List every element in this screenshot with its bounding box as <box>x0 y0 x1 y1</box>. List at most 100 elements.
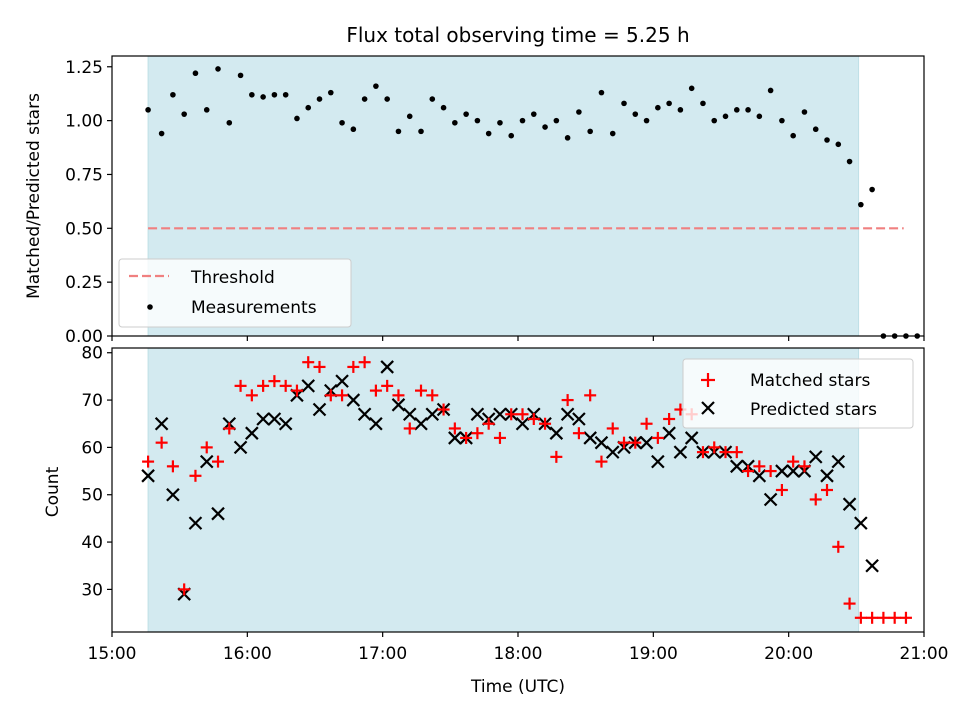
matched-stars-point <box>223 422 236 435</box>
predicted-stars-point <box>820 469 834 483</box>
matched-stars-point <box>606 422 619 435</box>
predicted-stars-point <box>154 416 169 431</box>
predicted-stars-point <box>414 416 428 431</box>
measurement-point <box>767 87 774 94</box>
measurement-point <box>271 91 278 98</box>
predicted-stars-point <box>854 516 868 530</box>
matched-stars-point <box>651 431 664 444</box>
predicted-stars-point <box>278 416 293 431</box>
x-tick-label: 17:00 <box>358 644 407 664</box>
measurement-point <box>361 96 368 102</box>
matched-stars-point <box>787 455 800 468</box>
matched-stars-point <box>369 384 382 397</box>
measurement-point <box>282 91 289 98</box>
predicted-stars-point <box>267 412 282 426</box>
matched-stars-point <box>200 441 213 454</box>
matched-stars-point <box>482 417 495 430</box>
y-tick-label: 70 <box>81 391 103 411</box>
matched-stars-point <box>426 389 439 402</box>
matched-stars-point <box>742 465 755 478</box>
predicted-stars-point <box>549 426 564 440</box>
y-tick-label: 60 <box>81 438 103 458</box>
predicted-stars-point <box>380 360 394 374</box>
predicted-stars-point <box>199 454 214 469</box>
matched-stars-point <box>809 493 822 506</box>
measurement-point <box>215 66 221 72</box>
ratio-panel: Flux total observing time = 5.25 h 0.000… <box>24 23 925 347</box>
measurement-point <box>722 113 729 120</box>
predicted-stars-point <box>842 497 857 511</box>
measurement-point <box>779 117 785 124</box>
matched-stars-point <box>877 611 890 624</box>
measurement-point <box>609 130 616 137</box>
predicted-stars-point <box>865 558 879 573</box>
x-tick-label: 20:00 <box>764 644 813 664</box>
matched-stars-point <box>178 583 191 596</box>
matched-stars-point <box>764 465 777 478</box>
matched-stars-point <box>899 611 912 624</box>
matched-stars-point <box>212 455 225 468</box>
matched-stars-point <box>460 431 473 444</box>
measurement-point <box>440 104 447 111</box>
measurement-point <box>632 111 639 117</box>
predicted-stars-point <box>752 469 767 483</box>
matched-stars-point <box>290 384 303 397</box>
predicted-stars-point <box>560 407 575 422</box>
measurement-point <box>519 117 526 124</box>
y-tick-label: 0.00 <box>65 327 103 347</box>
measurement-point <box>733 107 740 113</box>
predicted-stars-point <box>730 459 744 474</box>
matched-stars-point <box>539 417 552 430</box>
matched-stars-point <box>753 460 766 473</box>
matched-stars-point <box>324 389 337 402</box>
matched-stars-point <box>854 611 867 624</box>
predicted-stars-point <box>639 435 654 450</box>
predicted-stars-point <box>312 402 327 417</box>
predicted-stars-point <box>211 506 225 521</box>
predicted-stars-point <box>493 407 507 422</box>
measurement-point <box>463 111 469 117</box>
measurement-point <box>305 104 312 111</box>
matched-stars-point <box>505 408 518 421</box>
matched-stars-point <box>550 450 563 463</box>
measurement-point <box>406 113 413 120</box>
x-tick-label: 19:00 <box>629 644 678 664</box>
matched-stars-point <box>347 360 360 373</box>
matched-stars-point <box>245 389 258 402</box>
measurement-point <box>858 201 864 208</box>
matched-stars-point <box>527 413 540 425</box>
matched-stars-point <box>392 389 405 402</box>
y-tick-label: 0.25 <box>65 273 103 293</box>
x-tick-label: 16:00 <box>223 644 272 664</box>
legend-threshold-label: Threshold <box>190 268 275 288</box>
measurement-point <box>260 94 266 100</box>
legend-box <box>118 258 352 328</box>
measurement-point <box>452 119 458 126</box>
matched-stars-point <box>403 422 416 435</box>
y-tick-label: 80 <box>81 344 103 364</box>
measurement-point <box>711 117 718 124</box>
x-axis-label: Time (UTC) <box>470 677 565 697</box>
x-axis-ticks: 15:00 16:00 17:00 18:00 19:00 20:00 21:00 <box>88 632 949 664</box>
measurement-point <box>373 83 379 89</box>
measurement-point <box>429 96 436 102</box>
predicted-stars-point <box>166 487 180 502</box>
matched-stars-point <box>730 446 743 459</box>
measurement-point <box>294 115 300 122</box>
y-axis-label: Matched/Predicted stars <box>24 93 44 299</box>
matched-stars-point <box>437 403 450 416</box>
measurement-point <box>384 96 390 102</box>
measurement-point <box>756 113 763 120</box>
matched-stars-point <box>516 408 529 421</box>
measurement-point <box>812 126 819 133</box>
predicted-stars-point <box>583 431 597 445</box>
measurement-point <box>869 186 875 193</box>
y-tick-label: 40 <box>81 533 103 553</box>
x-tick-label: 21:00 <box>900 644 949 664</box>
matched-stars-point <box>629 436 642 449</box>
count-plot-frame <box>111 347 925 633</box>
measurement-point <box>576 109 582 115</box>
y-axis-label: Count <box>43 466 63 517</box>
y-tick-label: 1.00 <box>65 112 103 132</box>
